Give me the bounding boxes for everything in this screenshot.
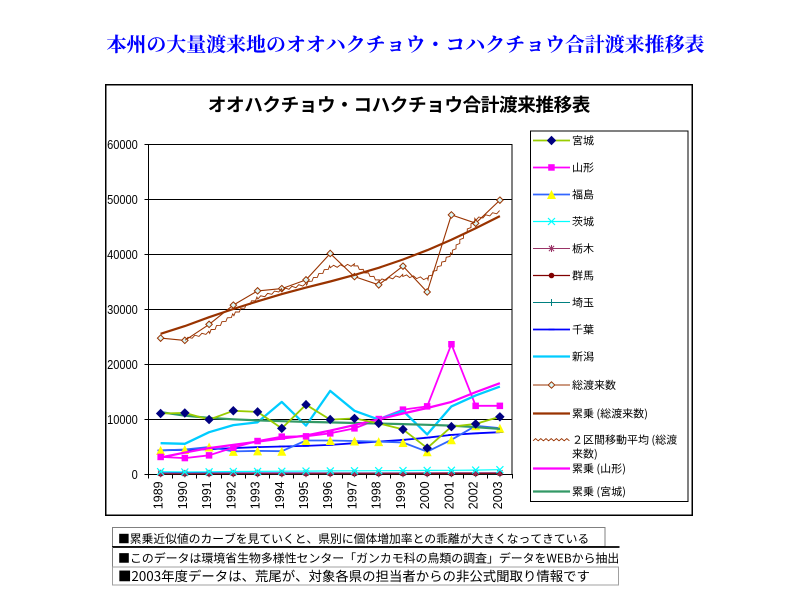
svg-text:1996: 1996 [321,481,335,509]
svg-text:50000: 50000 [107,192,138,207]
svg-text:1990: 1990 [176,481,190,509]
svg-text:40000: 40000 [107,247,138,262]
svg-text:1992: 1992 [224,481,238,509]
svg-text:10000: 10000 [107,412,138,427]
svg-text:0: 0 [132,467,138,482]
svg-text:1998: 1998 [370,481,384,509]
svg-text:60000: 60000 [107,137,138,152]
svg-text:1999: 1999 [394,481,408,509]
svg-text:1993: 1993 [249,481,263,509]
svg-text:2000: 2000 [418,481,432,509]
svg-text:2002: 2002 [467,481,481,509]
svg-text:2001: 2001 [442,481,456,509]
svg-text:1994: 1994 [273,481,287,509]
svg-text:1991: 1991 [200,481,214,509]
svg-text:30000: 30000 [107,302,138,317]
svg-text:1995: 1995 [297,481,311,509]
svg-text:1997: 1997 [346,481,360,509]
svg-text:20000: 20000 [107,357,138,372]
svg-text:1989: 1989 [152,481,166,509]
svg-text:2003: 2003 [491,481,505,509]
